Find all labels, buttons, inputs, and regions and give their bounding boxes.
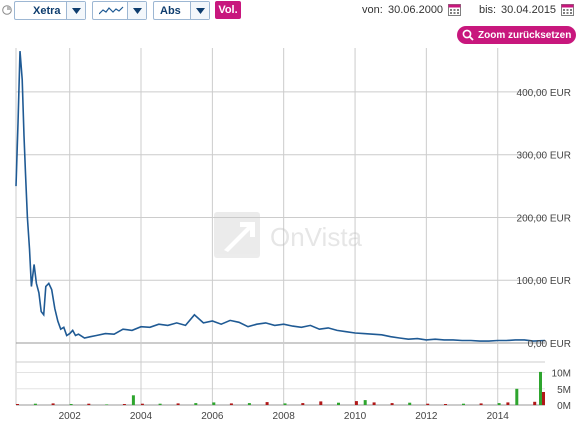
volume-bar: [194, 403, 198, 405]
exchange-select[interactable]: Xetra: [14, 1, 86, 20]
price-line: [15, 51, 546, 342]
volume-bar: [497, 403, 501, 405]
volume-bar: [69, 404, 73, 405]
calendar-icon[interactable]: [448, 3, 461, 16]
calendar-icon[interactable]: [561, 3, 574, 16]
watermark-text: OnVista: [270, 222, 363, 252]
volume-bar: [131, 395, 135, 406]
x-tick-label: 2010: [344, 411, 367, 422]
chevron-down-icon[interactable]: [127, 2, 146, 19]
volume-bar: [212, 402, 216, 405]
zoom-reset-button[interactable]: Zoom zurücksetzen: [457, 26, 576, 44]
magnifier-icon: [462, 29, 474, 41]
volume-bar: [87, 403, 91, 405]
to-date-label: bis:: [479, 4, 497, 16]
volume-bar: [51, 403, 55, 405]
volume-bar: [105, 404, 109, 405]
y-tick-label: 400,00 EUR: [517, 88, 571, 99]
volume-bar: [444, 404, 447, 405]
onvista-watermark: OnVista: [214, 212, 363, 258]
volume-bar: [363, 400, 367, 405]
watermark-logo-icon: [214, 212, 260, 258]
y-tick-label: 200,00 EUR: [517, 213, 571, 224]
volume-tick-label: 5M: [557, 385, 571, 396]
volume-toggle-button[interactable]: Vol.: [215, 1, 241, 19]
volume-bar: [247, 403, 251, 405]
scale-select-value: Abs: [160, 4, 181, 17]
volume-tick-label: 10M: [552, 369, 571, 380]
x-tick-label: 2008: [273, 411, 296, 422]
chart-toolbar: Xetra Abs Vol. von: 30.06.2000 bis: 30.0…: [0, 0, 578, 24]
scale-select[interactable]: Abs: [153, 1, 210, 20]
volume-bar: [542, 392, 545, 405]
volume-bar: [533, 401, 537, 406]
volume-bar: [479, 403, 483, 405]
line-chart-icon: [93, 6, 125, 16]
volume-bar: [176, 403, 180, 405]
volume-bar: [515, 388, 519, 406]
volume-bar: [354, 401, 358, 405]
chevron-down-icon[interactable]: [66, 2, 85, 19]
volume-bar: [539, 371, 542, 405]
chart-grid: [15, 48, 545, 406]
volume-bar: [16, 404, 19, 405]
chart-type-select[interactable]: [92, 1, 147, 20]
y-tick-label: 0,00 EUR: [528, 339, 571, 350]
volume-bar: [229, 403, 233, 405]
volume-bar: [319, 401, 323, 405]
volume-bar: [462, 403, 465, 405]
volume-tick-label: 0M: [557, 401, 571, 412]
volume-bar: [122, 404, 126, 405]
x-tick-label: 2004: [130, 411, 153, 422]
exchange-radio-icon[interactable]: [2, 5, 12, 15]
volume-bar: [372, 402, 376, 405]
volume-bar: [337, 402, 340, 405]
volume-bar: [265, 402, 269, 405]
x-tick-label: 2014: [487, 411, 510, 422]
x-tick-label: 2006: [201, 411, 224, 422]
volume-bar: [158, 403, 162, 405]
x-tick-label: 2002: [59, 411, 82, 422]
y-tick-label: 100,00 EUR: [517, 276, 571, 287]
to-date-value[interactable]: 30.04.2015: [501, 4, 557, 16]
volume-bar: [140, 403, 144, 405]
volume-bar: [390, 403, 394, 405]
volume-bar: [301, 403, 305, 405]
from-date-value[interactable]: 30.06.2000: [388, 4, 444, 16]
volume-bar: [506, 402, 510, 405]
volume-bar: [426, 403, 430, 405]
from-date-label: von:: [362, 4, 383, 16]
x-tick-label: 2012: [415, 411, 438, 422]
exchange-select-value: Xetra: [33, 4, 61, 17]
volume-bars: [16, 371, 545, 406]
chevron-down-icon[interactable]: [190, 2, 209, 19]
volume-bar: [408, 402, 412, 405]
volume-bar: [283, 403, 287, 405]
zoom-reset-label: Zoom zurücksetzen: [478, 29, 572, 41]
volume-bar: [33, 403, 37, 405]
y-tick-label: 300,00 EUR: [517, 151, 571, 162]
